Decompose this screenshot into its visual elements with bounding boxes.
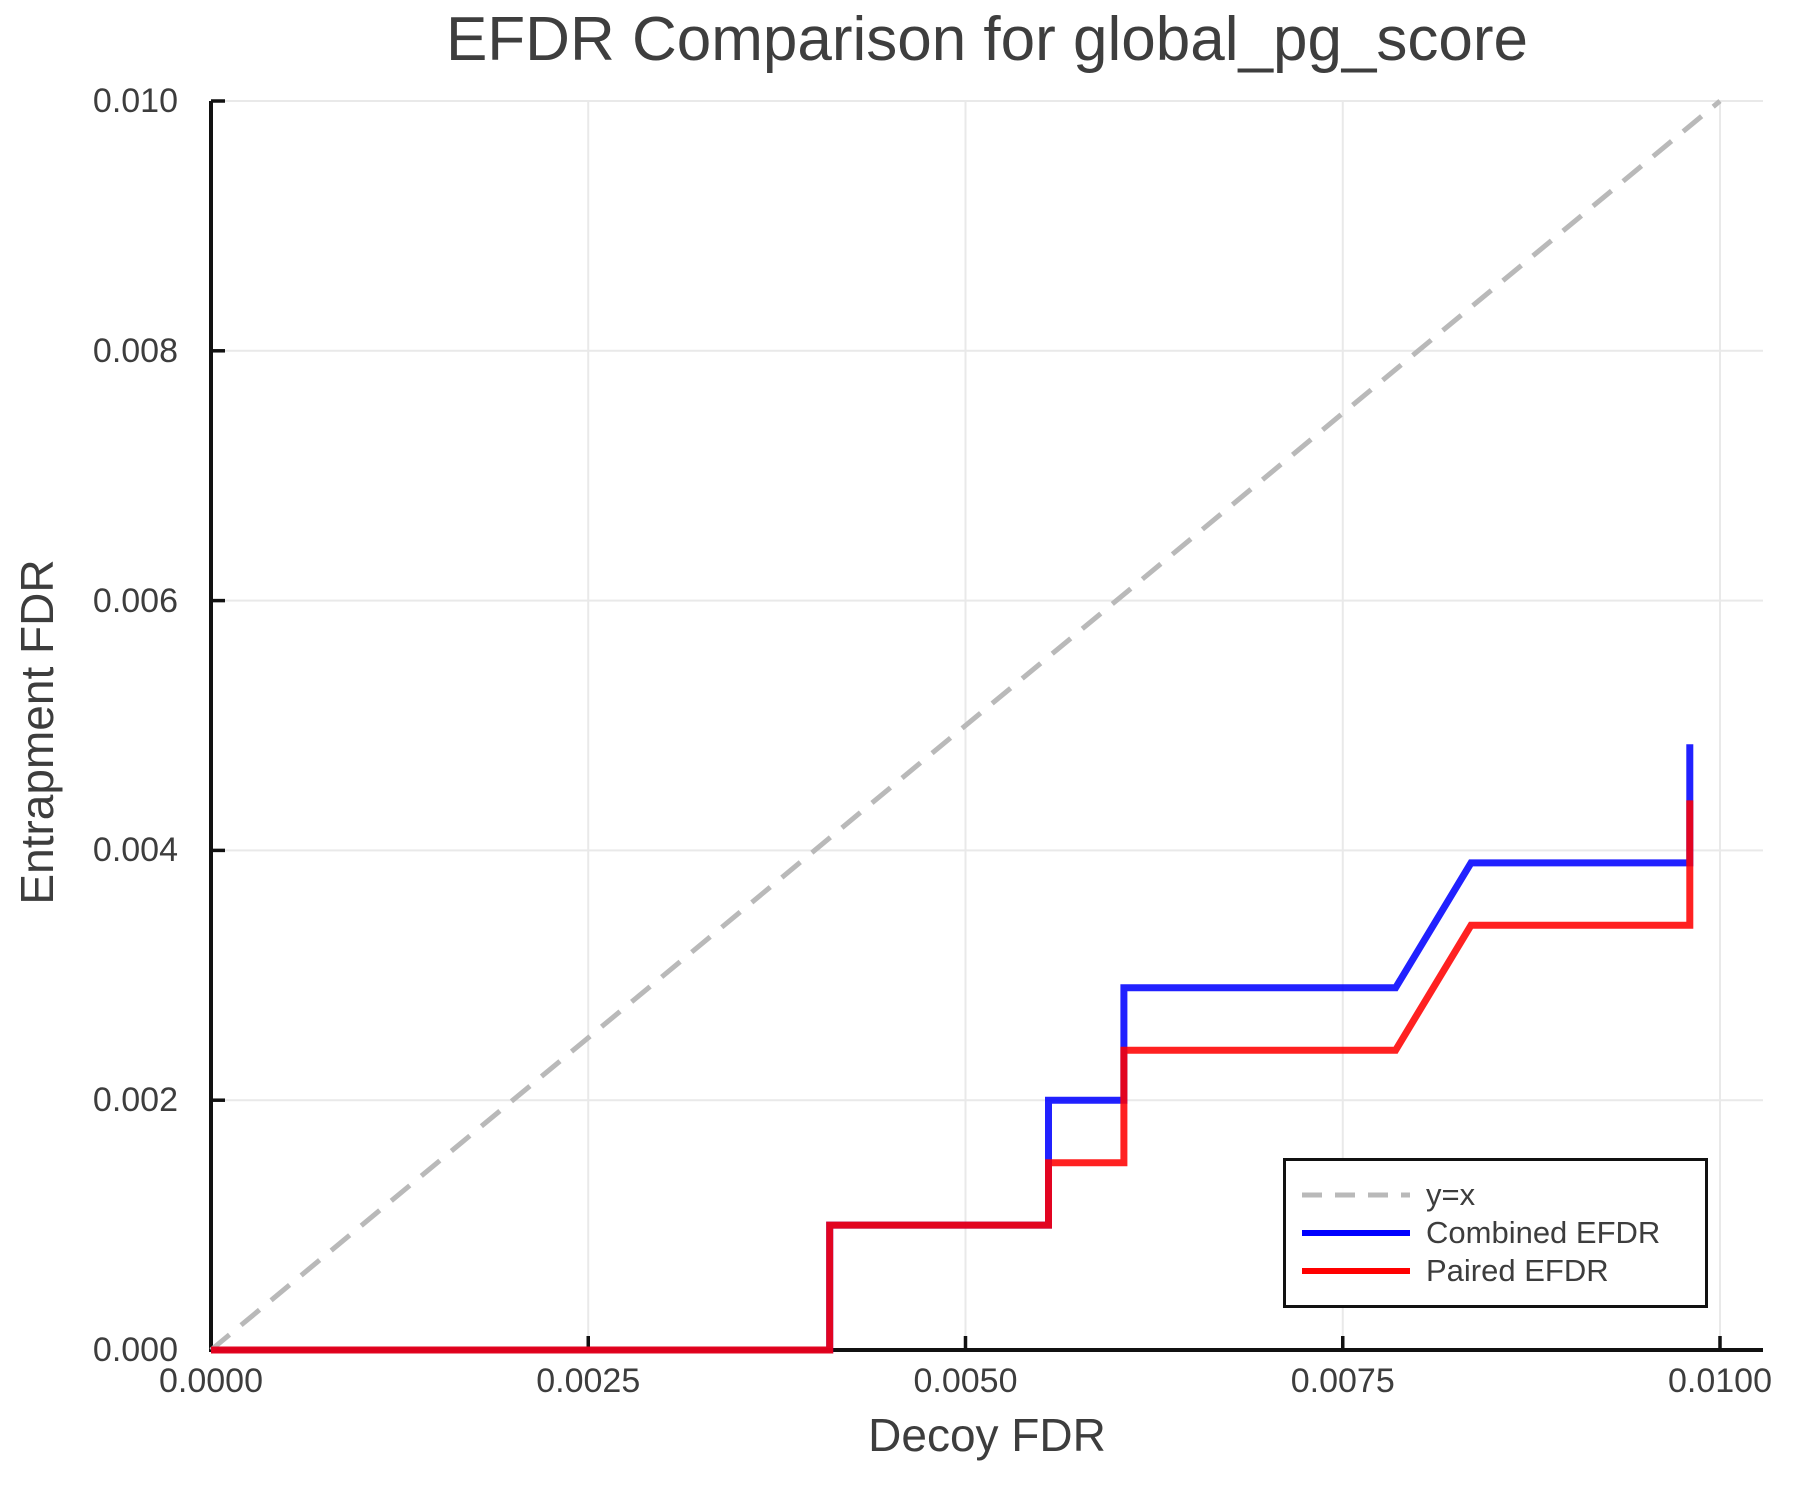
legend-item: Paired EFDR bbox=[1300, 1255, 1705, 1287]
y-axis-label: Entrapment FDR bbox=[11, 559, 63, 905]
x-tick-label: 0.0050 bbox=[913, 1362, 1018, 1400]
y-tick-label: 0.002 bbox=[92, 1081, 178, 1120]
y-tick-label: 0.008 bbox=[92, 331, 178, 370]
legend-item: y=x bbox=[1300, 1179, 1705, 1211]
x-tick-label: 0.0100 bbox=[1667, 1362, 1772, 1400]
legend-label: Paired EFDR bbox=[1426, 1253, 1609, 1288]
y-tick-label: 0.006 bbox=[92, 581, 178, 620]
series-y-x bbox=[209, 99, 1722, 1352]
y-tick-label: 0.000 bbox=[92, 1331, 178, 1369]
x-tick-label: 0.0025 bbox=[536, 1362, 641, 1400]
legend-label: y=x bbox=[1426, 1177, 1476, 1212]
legend-line-sample bbox=[1302, 1268, 1410, 1274]
legend-item: Combined EFDR bbox=[1300, 1217, 1705, 1249]
legend-line-sample bbox=[1302, 1192, 1410, 1198]
x-tick-label: 0.0075 bbox=[1290, 1362, 1395, 1400]
x-tick-label: 0.0000 bbox=[159, 1362, 263, 1400]
series-paired-efdr bbox=[211, 800, 1694, 1354]
legend-label: Combined EFDR bbox=[1426, 1215, 1661, 1250]
y-tick-label: 0.010 bbox=[92, 82, 178, 120]
y-tick-label: 0.004 bbox=[92, 831, 178, 870]
x-axis-label: Decoy FDR bbox=[868, 1409, 1106, 1461]
legend: y=x Combined EFDR Paired EFDR bbox=[1283, 1158, 1708, 1308]
legend-line-sample bbox=[1302, 1230, 1410, 1236]
chart-title: EFDR Comparison for global_pg_score bbox=[445, 5, 1529, 74]
